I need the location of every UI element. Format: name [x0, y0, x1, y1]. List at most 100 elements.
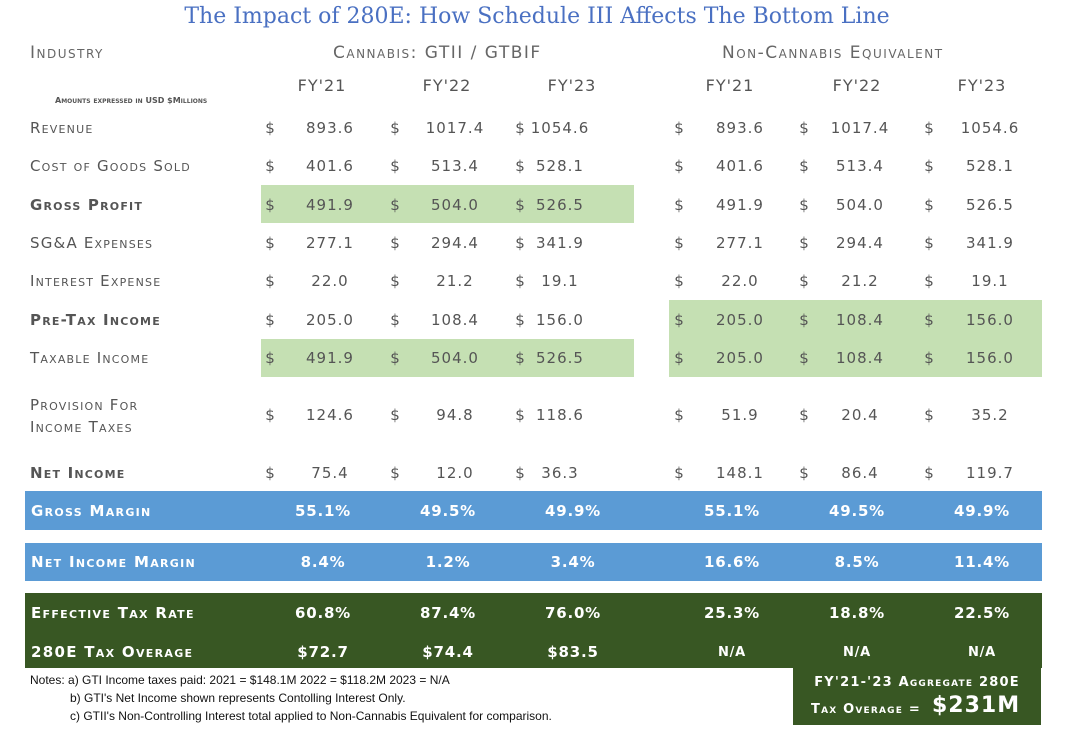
year-header: FY'21	[297, 76, 347, 95]
currency-symbol: $	[799, 272, 809, 290]
row-label-revenue: Revenue	[30, 119, 94, 137]
noncannabis-header: Non-Cannabis Equivalent	[722, 43, 944, 63]
gross-margin-value: 55.1%	[703, 502, 761, 520]
table-cell: 22.0	[311, 272, 349, 290]
table-cell: 893.6	[306, 119, 354, 137]
gross-margin-value: 49.5%	[419, 502, 477, 520]
table-cell: 491.9	[716, 196, 764, 214]
table-cell: 513.4	[836, 157, 884, 175]
row-label-provision-line2: Income Taxes	[30, 418, 133, 436]
currency-symbol: $	[390, 234, 400, 252]
aggregate-amount: $231M	[932, 693, 1021, 718]
currency-symbol: $	[390, 311, 400, 329]
currency-symbol: $	[674, 311, 684, 329]
table-cell: 156.0	[966, 311, 1014, 329]
aggregate-label: Tax Overage =	[811, 702, 921, 717]
table-cell: 513.4	[431, 157, 479, 175]
row-label-pretax: Pre-Tax Income	[30, 311, 161, 329]
row-label-provision: Provision For Income Taxes	[30, 394, 250, 438]
industry-header: Industry	[30, 43, 104, 63]
table-cell: 528.1	[536, 157, 584, 175]
tax-overage-value: $74.4	[422, 643, 474, 661]
currency-symbol: $	[265, 272, 275, 290]
table-cell: 19.1	[971, 272, 1009, 290]
table-cell: 86.4	[841, 464, 879, 482]
currency-symbol: $	[515, 464, 525, 482]
table-cell: 491.9	[306, 196, 354, 214]
tax-overage-value: $83.5	[547, 643, 599, 661]
table-cell: 341.9	[966, 234, 1014, 252]
amounts-note: Amounts expressed in USD $Millions	[55, 96, 208, 105]
currency-symbol: $	[924, 406, 934, 424]
net-income-margin-value: 16.6%	[703, 553, 761, 571]
table-cell: 491.9	[306, 349, 354, 367]
effective-tax-rate-value: 22.5%	[953, 604, 1011, 622]
note-b: b) GTI's Net Income shown represents Con…	[70, 691, 406, 705]
currency-symbol: $	[924, 464, 934, 482]
tax-overage-label: 280E Tax Overage	[31, 643, 194, 661]
currency-symbol: $	[515, 196, 525, 214]
table-cell: 893.6	[716, 119, 764, 137]
gross-margin-label: Gross Margin	[31, 502, 152, 520]
currency-symbol: $	[390, 464, 400, 482]
aggregate-overage-box: FY'21-'23 Aggregate 280E Tax Overage = $…	[793, 668, 1041, 725]
currency-symbol: $	[799, 196, 809, 214]
table-cell: 504.0	[431, 196, 479, 214]
table-cell: 528.1	[966, 157, 1014, 175]
currency-symbol: $	[265, 464, 275, 482]
table-cell: 12.0	[436, 464, 474, 482]
table-cell: 156.0	[536, 311, 584, 329]
table-cell: 20.4	[841, 406, 879, 424]
currency-symbol: $	[799, 157, 809, 175]
currency-symbol: $	[674, 157, 684, 175]
currency-symbol: $	[924, 272, 934, 290]
currency-symbol: $	[390, 406, 400, 424]
row-label-sga: SG&A Expenses	[30, 234, 154, 252]
table-cell: 51.9	[721, 406, 759, 424]
table-cell: 205.0	[716, 311, 764, 329]
row-label-provision-line1: Provision For	[30, 396, 139, 414]
currency-symbol: $	[515, 272, 525, 290]
table-cell: 1017.4	[425, 119, 485, 137]
table-cell: 35.2	[971, 406, 1009, 424]
table-cell: 401.6	[306, 157, 354, 175]
currency-symbol: $	[265, 196, 275, 214]
table-cell: 1054.6	[960, 119, 1020, 137]
currency-symbol: $	[265, 349, 275, 367]
year-header: FY'22	[422, 76, 472, 95]
currency-symbol: $	[390, 349, 400, 367]
table-cell: 75.4	[311, 464, 349, 482]
cannabis-header: Cannabis: GTII / GTBIF	[333, 43, 542, 63]
taxable-income-highlight	[261, 339, 634, 377]
row-label-gross-profit: Gross Profit	[30, 196, 144, 214]
table-cell: 277.1	[306, 234, 354, 252]
gross-margin-band: Gross Margin	[25, 491, 1042, 530]
table-cell: 21.2	[841, 272, 879, 290]
net-income-margin-value: 8.5%	[834, 553, 880, 571]
currency-symbol: $	[265, 234, 275, 252]
year-header: FY'23	[547, 76, 597, 95]
net-income-margin-value: 1.2%	[425, 553, 471, 571]
table-cell: 294.4	[431, 234, 479, 252]
currency-symbol: $	[515, 406, 525, 424]
currency-symbol: $	[924, 234, 934, 252]
table-cell: 504.0	[836, 196, 884, 214]
tax-overage-value: N/A	[842, 645, 872, 660]
net-income-margin-value: 11.4%	[953, 553, 1011, 571]
currency-symbol: $	[390, 272, 400, 290]
effective-tax-rate-label: Effective Tax Rate	[31, 604, 195, 622]
row-label-cogs: Cost of Goods Sold	[30, 157, 191, 175]
row-label-interest: Interest Expense	[30, 272, 162, 290]
year-header: FY'22	[832, 76, 882, 95]
net-income-margin-value: 3.4%	[550, 553, 596, 571]
currency-symbol: $	[799, 349, 809, 367]
currency-symbol: $	[674, 406, 684, 424]
net-income-margin-band: Net Income Margin	[25, 543, 1042, 581]
noncannabis-income-highlight	[669, 300, 1042, 377]
currency-symbol: $	[924, 196, 934, 214]
table-cell: 19.1	[541, 272, 579, 290]
currency-symbol: $	[515, 234, 525, 252]
gross-profit-highlight	[261, 185, 634, 223]
row-label-net-income: Net Income	[30, 464, 126, 482]
table-cell: 526.5	[536, 349, 584, 367]
